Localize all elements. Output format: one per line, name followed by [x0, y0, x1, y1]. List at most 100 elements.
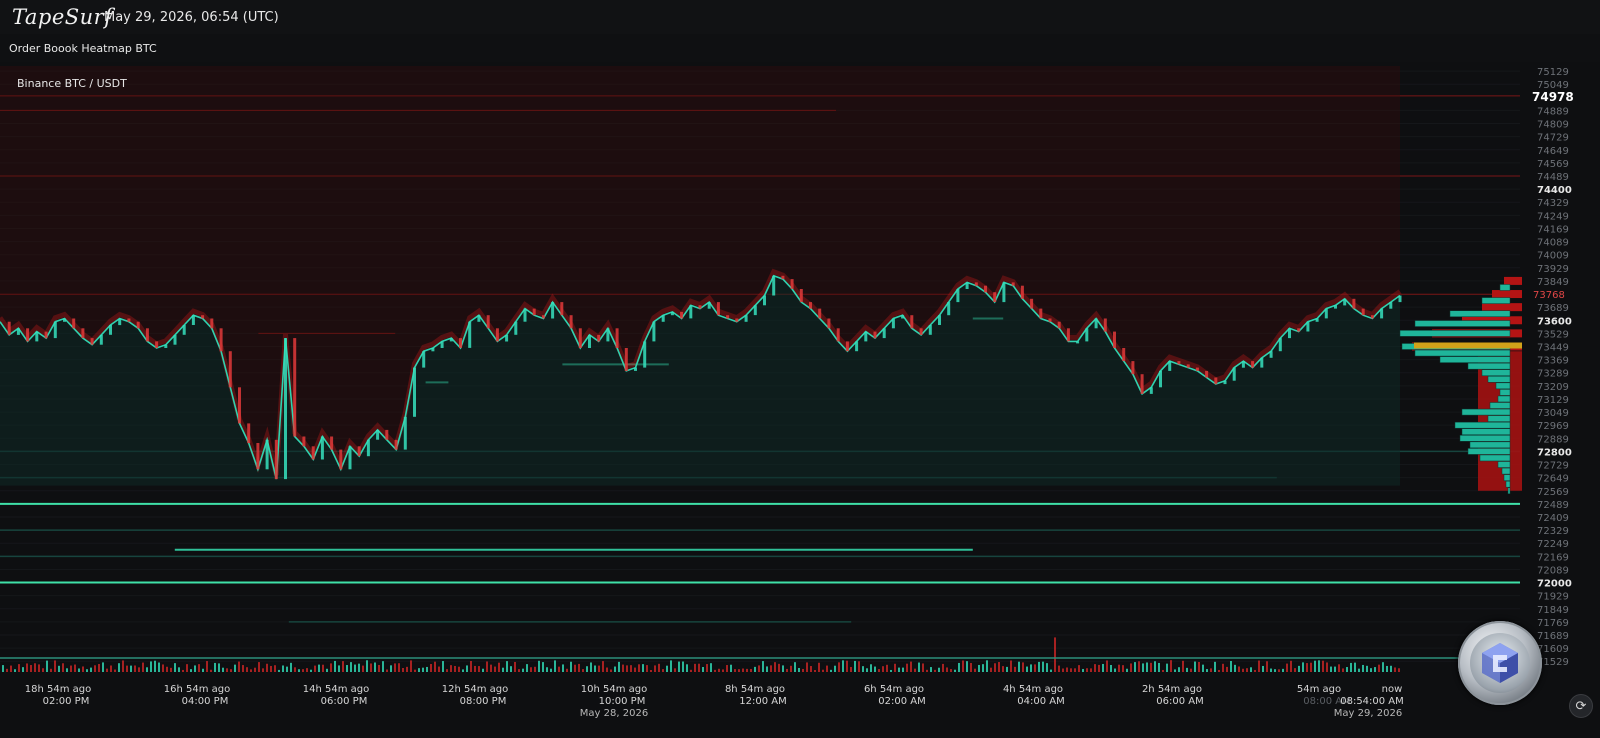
candle	[413, 367, 416, 417]
ask-glow	[0, 268, 1402, 476]
sync-button[interactable]: ⟳	[1569, 694, 1593, 718]
volume-bar	[306, 668, 308, 672]
volume-bar	[14, 669, 16, 672]
volume-bar	[126, 665, 128, 672]
volume-bar	[78, 668, 80, 672]
price-tick-label: 72249	[1537, 539, 1569, 550]
price-axis[interactable]: 75129 75049 74889 74809 74729 74649 74569 74489…	[1532, 67, 1574, 668]
bid-depth-bar	[1414, 320, 1511, 327]
candle	[219, 328, 223, 352]
order-walls	[0, 70, 1520, 662]
volume-bar	[502, 667, 504, 672]
top-bar: TapeSurf May 29, 2026, 06:54 (UTC)	[0, 0, 1600, 35]
volume-bar	[494, 666, 496, 672]
candle	[1278, 338, 1282, 352]
price-tick-label: 73049	[1537, 408, 1569, 419]
volume-bar	[102, 662, 104, 672]
volume-bar	[618, 661, 620, 672]
candle	[744, 315, 748, 322]
volume-bar	[122, 660, 124, 672]
current-datetime: May 29, 2026, 06:54 (UTC)	[104, 10, 279, 25]
price-tick-label: 71529	[1537, 657, 1569, 668]
volume-bar	[1170, 660, 1172, 672]
time-rel-label: 4h 54m ago	[1003, 684, 1063, 695]
candle	[827, 318, 831, 329]
volume-bar	[822, 669, 824, 672]
candle	[385, 429, 389, 440]
volume-bar	[954, 669, 956, 672]
time-abs-label: 12:00 AM	[739, 696, 786, 707]
volume-bar	[106, 668, 108, 672]
volume-bar	[1290, 660, 1292, 672]
candle	[569, 315, 573, 329]
volume-bar	[690, 669, 692, 672]
volume-bar	[1390, 665, 1392, 672]
volume-bar	[1126, 668, 1128, 672]
price-tick-label: 74649	[1537, 146, 1569, 157]
candle	[1288, 328, 1291, 339]
volume-bar	[674, 668, 676, 672]
volume-bar	[534, 666, 536, 672]
volume-bar	[1014, 666, 1016, 672]
bid-depth-bar	[1499, 389, 1511, 396]
volume-bar	[354, 664, 356, 672]
candle	[201, 315, 205, 319]
volume-bar	[1002, 666, 1004, 672]
volume-bar	[1138, 661, 1140, 672]
volume-bars	[0, 637, 1520, 672]
volume-bar	[286, 666, 288, 672]
volume-bar	[386, 669, 388, 672]
volume-bar	[446, 669, 448, 672]
volume-bar	[1134, 662, 1136, 672]
volume-bar	[842, 660, 844, 672]
volume-bar	[298, 669, 300, 672]
candle	[1324, 308, 1328, 319]
candle	[1131, 361, 1135, 375]
candle	[578, 328, 582, 348]
volume-bar	[2, 665, 4, 672]
volume-bar	[230, 669, 232, 672]
volume-bar	[1394, 667, 1396, 672]
volume-bar	[1050, 669, 1052, 672]
volume-bar	[1234, 664, 1236, 672]
candle	[763, 295, 766, 306]
candle	[707, 302, 711, 309]
volume-bar	[42, 668, 44, 672]
volume-bar	[826, 665, 828, 672]
candle	[938, 315, 941, 325]
volume-bar	[458, 666, 460, 672]
candle	[7, 321, 11, 335]
candle	[845, 341, 849, 352]
volume-bar	[810, 666, 812, 672]
candle	[247, 423, 251, 444]
volume-bar	[1362, 664, 1364, 672]
candle	[1149, 387, 1153, 394]
candle	[523, 308, 527, 322]
candle	[459, 338, 462, 348]
volume-bar	[238, 661, 240, 672]
candle	[394, 439, 398, 450]
volume-bar	[654, 665, 656, 672]
price-tick-label: 74889	[1537, 106, 1569, 117]
price-tick-label: 72649	[1537, 474, 1569, 485]
candle	[1057, 321, 1061, 329]
price-tick-label: 71929	[1537, 592, 1569, 603]
candle	[873, 331, 877, 339]
volume-bar	[1202, 664, 1204, 672]
candle	[35, 331, 39, 342]
volume-bar	[1274, 669, 1276, 672]
volume-bar	[58, 665, 60, 672]
volume-bar	[1062, 668, 1064, 672]
volume-bar	[790, 665, 792, 672]
candle	[302, 436, 306, 447]
volume-bar	[742, 668, 744, 672]
volume-bar	[326, 668, 328, 672]
volume-bar	[138, 667, 140, 672]
volume-bar	[990, 667, 992, 672]
heatmap-chart[interactable]: 75129 75049 74889 74809 74729 74649 74569 74489…	[0, 62, 1600, 738]
volume-bar	[994, 663, 996, 672]
volume-bar	[546, 667, 548, 672]
app-logo[interactable]: TapeSurf	[12, 5, 113, 29]
price-tick-label: 74249	[1537, 211, 1569, 222]
